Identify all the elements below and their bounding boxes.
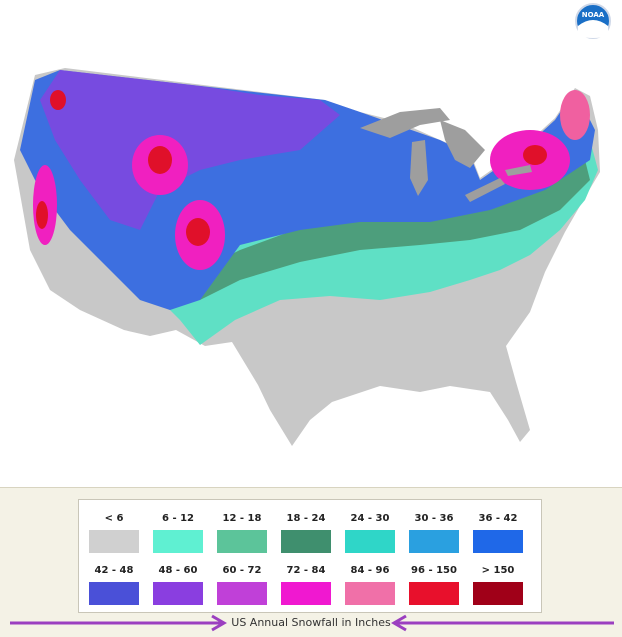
- caption-arrows: [10, 614, 614, 632]
- legend-swatch: [345, 582, 395, 605]
- snow-red: [523, 145, 547, 165]
- lake-michigan: [410, 140, 428, 196]
- legend-label: 24 - 30: [350, 513, 390, 524]
- snow-red: [50, 90, 66, 110]
- legend-item: 42 - 48: [88, 564, 140, 605]
- snow-band-green: [200, 160, 590, 300]
- legend-label: 84 - 96: [350, 565, 390, 576]
- snow-band-purple: [40, 70, 340, 230]
- lake-ontario: [505, 165, 532, 176]
- snow-red: [36, 201, 48, 229]
- legend-label: 12 - 18: [222, 513, 262, 524]
- arrowhead: [391, 614, 407, 632]
- legend-item: 48 - 60: [152, 564, 204, 605]
- legend-swatch: [217, 530, 267, 553]
- legend-item: 6 - 12: [152, 512, 204, 553]
- legend-label: > 150: [481, 565, 515, 576]
- legend-label: 72 - 84: [286, 565, 326, 576]
- legend-item: 36 - 42: [472, 512, 524, 553]
- noaa-logo-text: NOAA: [582, 11, 605, 19]
- legend-swatch: [217, 582, 267, 605]
- legend-item: < 6: [88, 512, 140, 553]
- legend-swatch: [89, 582, 139, 605]
- caption: US Annual Snowfall in Inches: [231, 616, 391, 629]
- legend-label: 18 - 24: [286, 513, 326, 524]
- legend-swatch: [345, 530, 395, 553]
- snowfall-map: NOAA: [14, 3, 611, 446]
- legend-item: 30 - 36: [408, 512, 460, 553]
- legend-label: 6 - 12: [162, 513, 194, 524]
- legend-swatch: [153, 582, 203, 605]
- legend: < 6 6 - 12 12 - 18 18 - 24 24 - 30 30 - 36 36 …: [78, 499, 542, 613]
- legend-item: 18 - 24: [280, 512, 332, 553]
- legend-swatch: [473, 530, 523, 553]
- snow-red: [186, 218, 210, 246]
- legend-item: > 150: [472, 564, 524, 605]
- arrowhead: [211, 614, 227, 632]
- legend-swatch: [409, 530, 459, 553]
- lake-huron: [440, 120, 485, 168]
- noaa-logo-bird: [578, 20, 608, 38]
- lake-erie: [465, 178, 505, 202]
- legend-label: 42 - 48: [94, 565, 134, 576]
- legend-swatch: [281, 582, 331, 605]
- legend-item: 96 - 150: [408, 564, 460, 605]
- legend-item: 84 - 96: [344, 564, 396, 605]
- legend-label: 30 - 36: [414, 513, 454, 524]
- legend-swatch: [153, 530, 203, 553]
- legend-label: 48 - 60: [158, 565, 198, 576]
- snow-red: [148, 146, 172, 174]
- legend-item: 72 - 84: [280, 564, 332, 605]
- legend-label: < 6: [104, 513, 124, 524]
- legend-item: 60 - 72: [216, 564, 268, 605]
- legend-label: 36 - 42: [478, 513, 518, 524]
- legend-label: 96 - 150: [411, 565, 457, 576]
- legend-swatch: [281, 530, 331, 553]
- legend-swatch: [473, 582, 523, 605]
- legend-item: 24 - 30: [344, 512, 396, 553]
- legend-item: 12 - 18: [216, 512, 268, 553]
- snow-heavy-magenta: [560, 90, 590, 140]
- legend-swatch: [409, 582, 459, 605]
- lake-superior: [360, 108, 450, 138]
- legend-label: 60 - 72: [222, 565, 262, 576]
- legend-swatch: [89, 530, 139, 553]
